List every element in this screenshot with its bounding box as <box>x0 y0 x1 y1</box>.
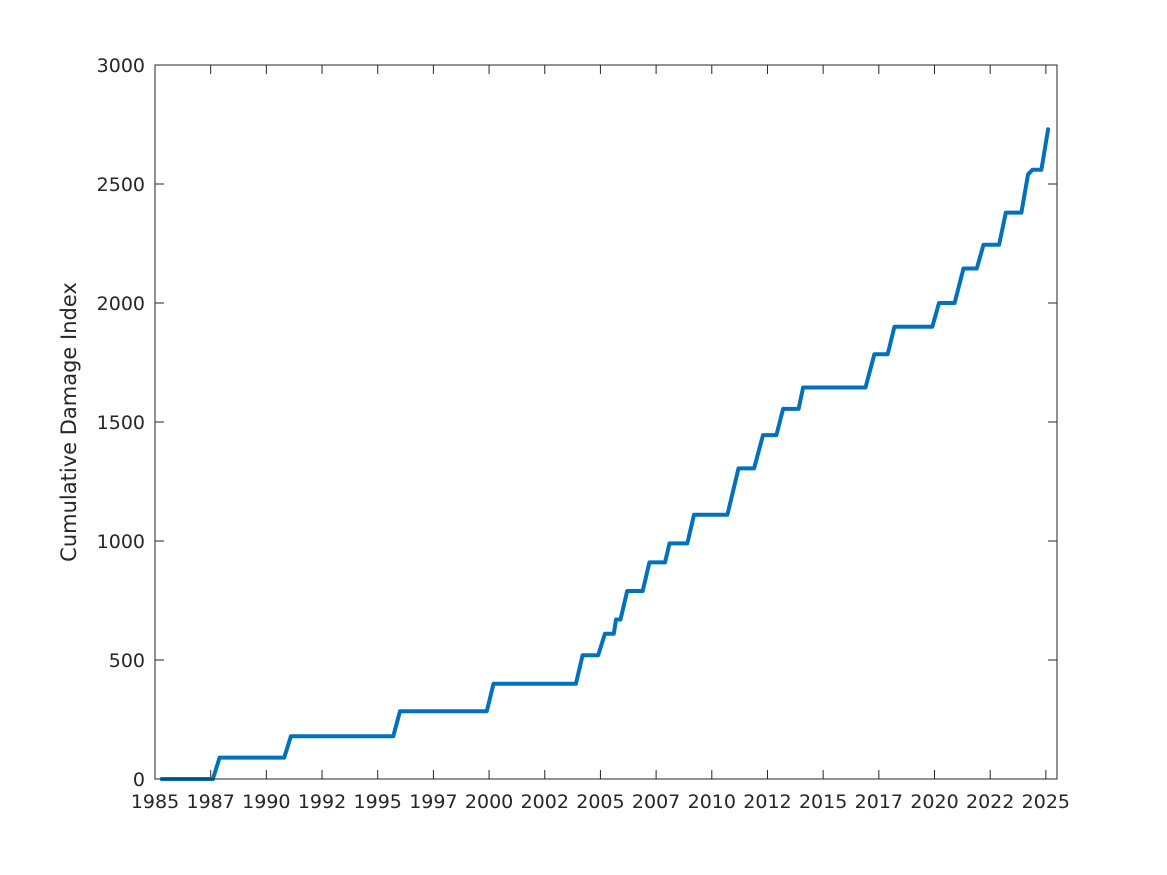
y-tick-labels: 0 500 1000 1500 2000 2500 3000 <box>97 55 145 791</box>
plot-area-box <box>154 64 1058 780</box>
x-tick-label: 1987 <box>186 791 234 813</box>
x-tick-labels: 1985 1987 1990 1992 1995 1997 2000 2002 2005 2007… <box>131 791 1070 813</box>
x-tick-label: 1985 <box>131 791 179 813</box>
y-tick-label: 0 <box>133 769 145 791</box>
x-tick-label: 2000 <box>465 791 513 813</box>
x-tick-label: 1990 <box>242 791 290 813</box>
y-axis-title: Cumulative Damage Index <box>57 282 81 562</box>
x-tick-label: 2010 <box>688 791 736 813</box>
x-tick-label: 2005 <box>576 791 624 813</box>
x-tick-label: 2020 <box>910 791 958 813</box>
x-tick-label: 2002 <box>521 791 569 813</box>
y-tick-label: 500 <box>109 650 145 672</box>
x-tick-label: 1995 <box>354 791 402 813</box>
x-tick-label: 2012 <box>743 791 791 813</box>
x-tick-label: 2025 <box>1022 791 1070 813</box>
y-tick-label: 1000 <box>97 531 145 553</box>
y-tick-label: 2500 <box>97 174 145 196</box>
y-tick-label: 2000 <box>97 293 145 315</box>
series-group <box>159 127 1051 781</box>
x-tick-label: 2022 <box>966 791 1014 813</box>
x-tick-label: 2007 <box>632 791 680 813</box>
series-line <box>159 127 1051 781</box>
x-tick-label: 2017 <box>855 791 903 813</box>
plot-area-background <box>155 65 1057 779</box>
x-tick-label: 2015 <box>799 791 847 813</box>
x-tick-label: 1992 <box>298 791 346 813</box>
y-tick-label: 3000 <box>97 55 145 77</box>
x-tick-label: 1997 <box>409 791 457 813</box>
y-tick-label: 1500 <box>97 412 145 434</box>
